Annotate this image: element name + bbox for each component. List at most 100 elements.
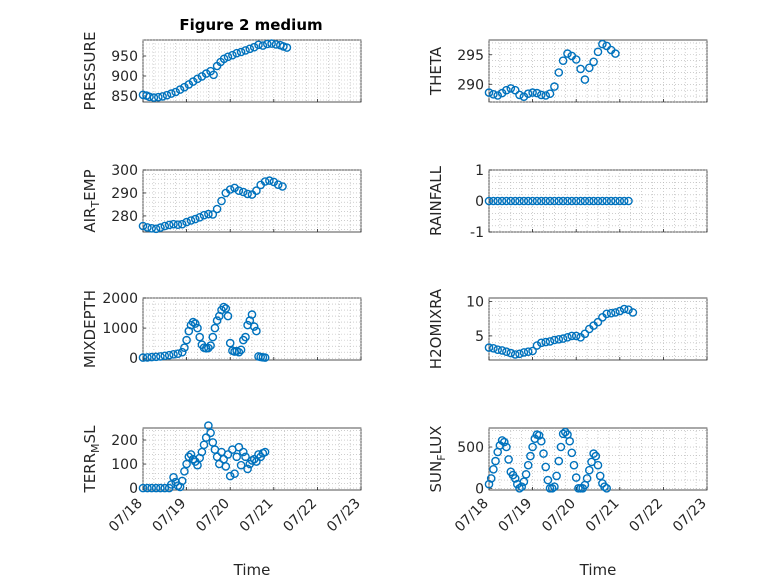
- data-point: [497, 196, 507, 206]
- data-point: [615, 196, 625, 206]
- data-point: [267, 39, 276, 48]
- data-point: [624, 305, 633, 315]
- data-point: [506, 348, 516, 358]
- data-point: [260, 177, 270, 186]
- data-point: [241, 452, 250, 462]
- data-point: [552, 471, 561, 481]
- data-point: [225, 185, 235, 194]
- subplot-3: 280 290 300 AIRTEMP: [81, 163, 362, 234]
- data-point: [232, 48, 241, 58]
- data-point: [177, 476, 187, 486]
- data-point: [554, 68, 564, 77]
- data-point: [532, 196, 542, 206]
- data-point: [223, 311, 233, 321]
- data-point: [567, 448, 577, 458]
- data-point: [265, 176, 274, 185]
- data-point: [558, 56, 568, 66]
- data-point: [223, 52, 233, 62]
- y-tick-label: 290: [457, 77, 484, 93]
- y-tick-label: 100: [111, 457, 138, 473]
- data-point: [238, 447, 248, 457]
- data-point: [602, 309, 612, 319]
- data-point: [582, 474, 592, 483]
- data-point: [571, 331, 581, 341]
- data-point: [164, 220, 174, 230]
- data-point: [587, 457, 596, 467]
- data-point: [204, 209, 213, 219]
- data-point: [541, 337, 551, 347]
- data-point: [252, 186, 261, 195]
- subplot-2: 290 295 THETA: [427, 39, 708, 103]
- data-point: [206, 428, 215, 438]
- data-point: [537, 338, 546, 348]
- data-point: [571, 55, 581, 64]
- x-tick-label: 07/23: [324, 496, 364, 536]
- data-point: [199, 210, 209, 220]
- data-point: [258, 41, 268, 50]
- data-point: [502, 85, 511, 95]
- y-tick-label: -1: [470, 225, 484, 241]
- data-point: [506, 84, 516, 93]
- subplot-6: 5 10 H2OMIXRA: [427, 288, 708, 369]
- data-point: [580, 75, 590, 84]
- y-tick-label: 295: [457, 48, 484, 64]
- data-point: [580, 329, 590, 339]
- x-tick-label: 07/23: [670, 496, 710, 536]
- subplot-4: -1 0 1 RAINFALL: [427, 163, 708, 241]
- data-point: [260, 447, 270, 457]
- data-point: [149, 93, 159, 102]
- data-point: [541, 462, 551, 472]
- data-point: [241, 332, 250, 342]
- data-point: [278, 182, 287, 191]
- data-point: [212, 204, 222, 214]
- x-tick-label: 07/19: [496, 496, 536, 536]
- y-tick-label: 10: [466, 294, 484, 310]
- data-point: [269, 177, 279, 187]
- data-point: [190, 214, 200, 224]
- data-point: [493, 91, 503, 100]
- data-point: [628, 308, 638, 317]
- x-axis-label: Time: [579, 561, 617, 579]
- data-point: [593, 317, 603, 327]
- data-point: [545, 89, 555, 98]
- data-point: [502, 347, 511, 357]
- data-point: [571, 196, 581, 206]
- data-point: [593, 47, 603, 57]
- data-point: [171, 87, 180, 97]
- data-point: [180, 466, 189, 476]
- data-point: [510, 85, 520, 95]
- data-point: [537, 196, 546, 206]
- data-point: [173, 349, 183, 359]
- y-tick-label: 200: [111, 433, 138, 449]
- data-point: [484, 88, 494, 97]
- data-point: [585, 465, 594, 475]
- data-point: [567, 331, 577, 341]
- x-tick-label: 07/19: [150, 496, 190, 536]
- data-point: [611, 196, 620, 206]
- data-point: [195, 332, 204, 342]
- data-point: [619, 304, 629, 314]
- data-point: [545, 196, 555, 206]
- subplot-8: 0 500 07/18 07/19 07/20 07/21 07/22 07/23 Time SU…: [427, 426, 710, 579]
- data-point: [569, 460, 579, 470]
- data-point: [282, 43, 292, 52]
- data-point: [537, 436, 546, 446]
- data-point: [236, 47, 246, 57]
- data-point: [489, 343, 498, 353]
- data-point: [493, 345, 503, 355]
- y-tick-label: 290: [111, 186, 138, 202]
- data-point: [143, 223, 152, 232]
- data-point: [489, 196, 498, 206]
- data-point: [523, 347, 533, 357]
- y-tick-label: 500: [457, 440, 484, 456]
- x-tick-label: 07/22: [626, 496, 666, 536]
- data-point: [523, 460, 533, 470]
- data-point: [156, 352, 165, 361]
- x-tick-label: 07/20: [539, 496, 579, 536]
- data-point: [238, 187, 248, 197]
- data-point: [232, 452, 241, 462]
- data-point: [602, 483, 612, 493]
- data-point: [217, 196, 226, 206]
- data-point: [138, 483, 148, 493]
